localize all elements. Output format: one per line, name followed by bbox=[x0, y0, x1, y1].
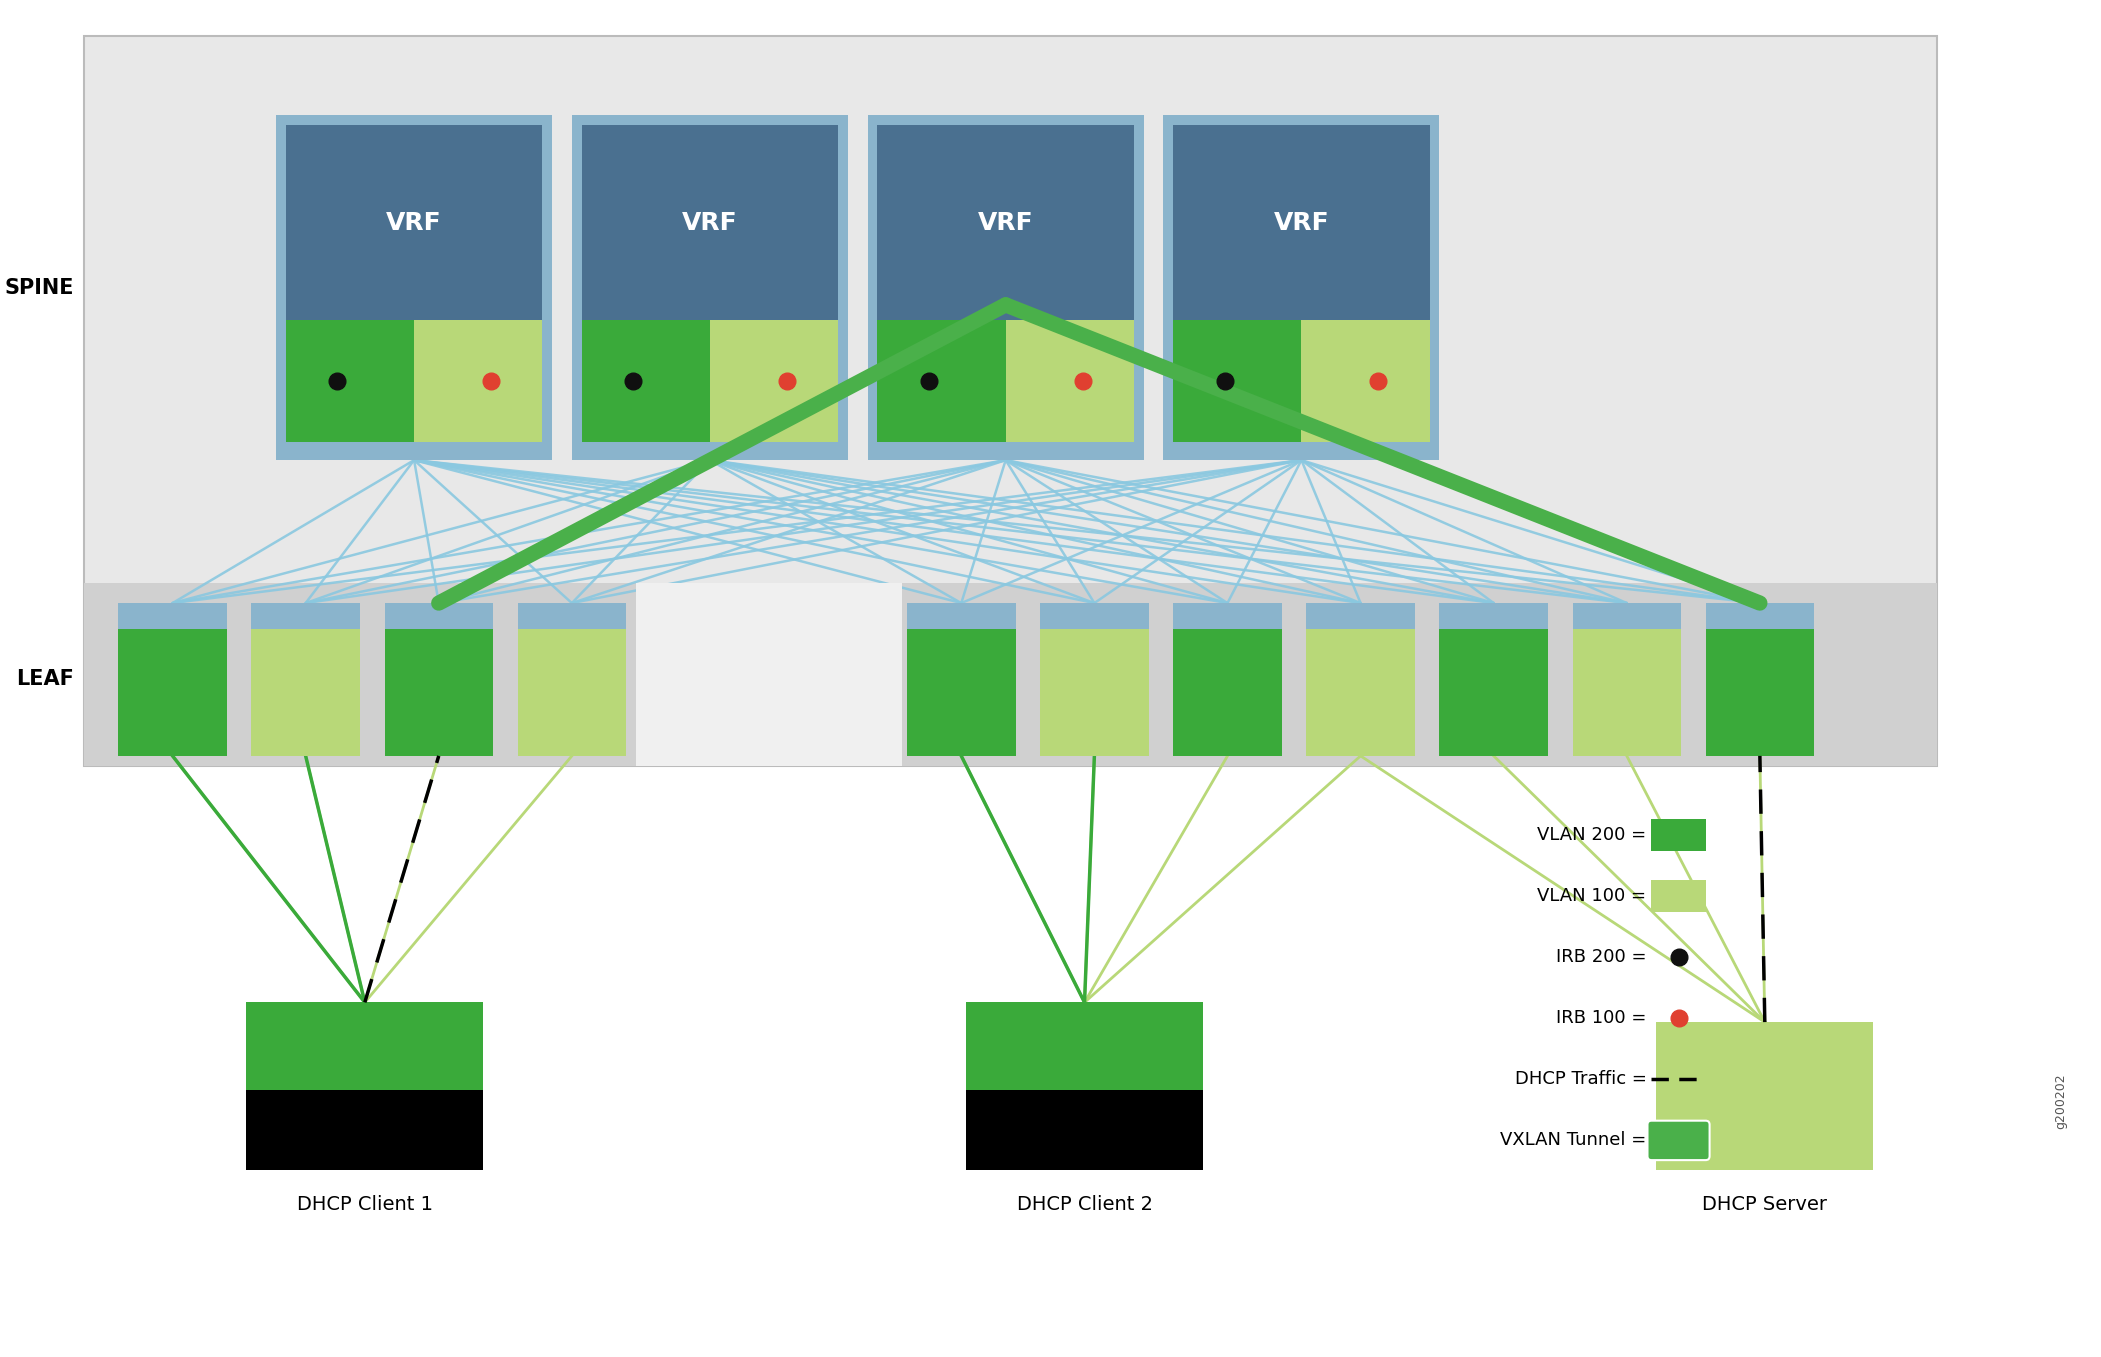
Bar bbox=[582, 119, 838, 144]
Bar bbox=[868, 115, 1143, 460]
Bar bbox=[1656, 1022, 1874, 1170]
Bar bbox=[1172, 125, 1429, 320]
Bar bbox=[1439, 603, 1548, 630]
Text: IRB 200 =: IRB 200 = bbox=[1557, 949, 1647, 966]
Text: DHCP Server: DHCP Server bbox=[1702, 1194, 1828, 1213]
Bar bbox=[1301, 320, 1429, 442]
Text: DHCP Client 2: DHCP Client 2 bbox=[1017, 1194, 1153, 1213]
Bar bbox=[966, 1090, 1204, 1170]
Text: VRF: VRF bbox=[977, 210, 1034, 235]
Bar bbox=[1164, 115, 1439, 460]
Bar bbox=[246, 1003, 483, 1090]
Bar bbox=[1572, 603, 1681, 630]
Bar bbox=[878, 125, 1135, 320]
Bar bbox=[582, 320, 710, 442]
Bar bbox=[582, 125, 838, 320]
Bar bbox=[1172, 320, 1301, 442]
Bar bbox=[286, 320, 414, 442]
Bar bbox=[1307, 630, 1414, 756]
Bar bbox=[1439, 630, 1548, 756]
FancyBboxPatch shape bbox=[84, 37, 1937, 765]
Bar bbox=[1706, 603, 1813, 630]
Bar bbox=[1040, 603, 1149, 630]
Bar bbox=[252, 630, 359, 756]
Bar bbox=[908, 603, 1015, 630]
Bar bbox=[966, 1003, 1204, 1090]
Bar bbox=[878, 320, 1006, 442]
Bar bbox=[517, 630, 626, 756]
Bar bbox=[384, 603, 494, 630]
Text: g200202: g200202 bbox=[2055, 1073, 2067, 1129]
Bar bbox=[1172, 603, 1282, 630]
Bar bbox=[637, 584, 901, 765]
Text: SPINE: SPINE bbox=[4, 278, 74, 297]
Bar bbox=[1040, 630, 1149, 756]
Text: LEAF: LEAF bbox=[17, 669, 74, 689]
Bar bbox=[246, 1090, 483, 1170]
Text: VXLAN Tunnel =: VXLAN Tunnel = bbox=[1500, 1132, 1647, 1149]
Bar bbox=[517, 603, 626, 630]
Text: IRB 100 =: IRB 100 = bbox=[1557, 1010, 1647, 1027]
Bar bbox=[275, 115, 553, 460]
Bar bbox=[1651, 881, 1706, 912]
Bar bbox=[1706, 630, 1813, 756]
Bar bbox=[252, 603, 359, 630]
Bar bbox=[118, 630, 227, 756]
Text: DHCP Traffic =: DHCP Traffic = bbox=[1515, 1071, 1647, 1088]
Bar bbox=[1307, 603, 1414, 630]
Bar bbox=[84, 584, 1937, 765]
Bar bbox=[908, 630, 1015, 756]
Text: DHCP Client 1: DHCP Client 1 bbox=[296, 1194, 433, 1213]
Bar bbox=[1172, 630, 1282, 756]
Bar bbox=[384, 630, 494, 756]
Text: VRF: VRF bbox=[1273, 210, 1330, 235]
Bar bbox=[878, 119, 1135, 144]
FancyBboxPatch shape bbox=[1647, 1121, 1710, 1160]
Text: VRF: VRF bbox=[683, 210, 737, 235]
Bar bbox=[1572, 630, 1681, 756]
Bar bbox=[118, 603, 227, 630]
Text: VRF: VRF bbox=[387, 210, 441, 235]
Bar bbox=[1006, 320, 1135, 442]
Bar bbox=[710, 320, 838, 442]
Bar bbox=[1172, 119, 1429, 144]
Text: VLAN 200 =: VLAN 200 = bbox=[1538, 826, 1647, 844]
Bar bbox=[1651, 820, 1706, 851]
Bar bbox=[414, 320, 542, 442]
Bar bbox=[286, 125, 542, 320]
Bar bbox=[571, 115, 849, 460]
Bar bbox=[286, 119, 542, 144]
Text: VLAN 100 =: VLAN 100 = bbox=[1538, 887, 1647, 905]
